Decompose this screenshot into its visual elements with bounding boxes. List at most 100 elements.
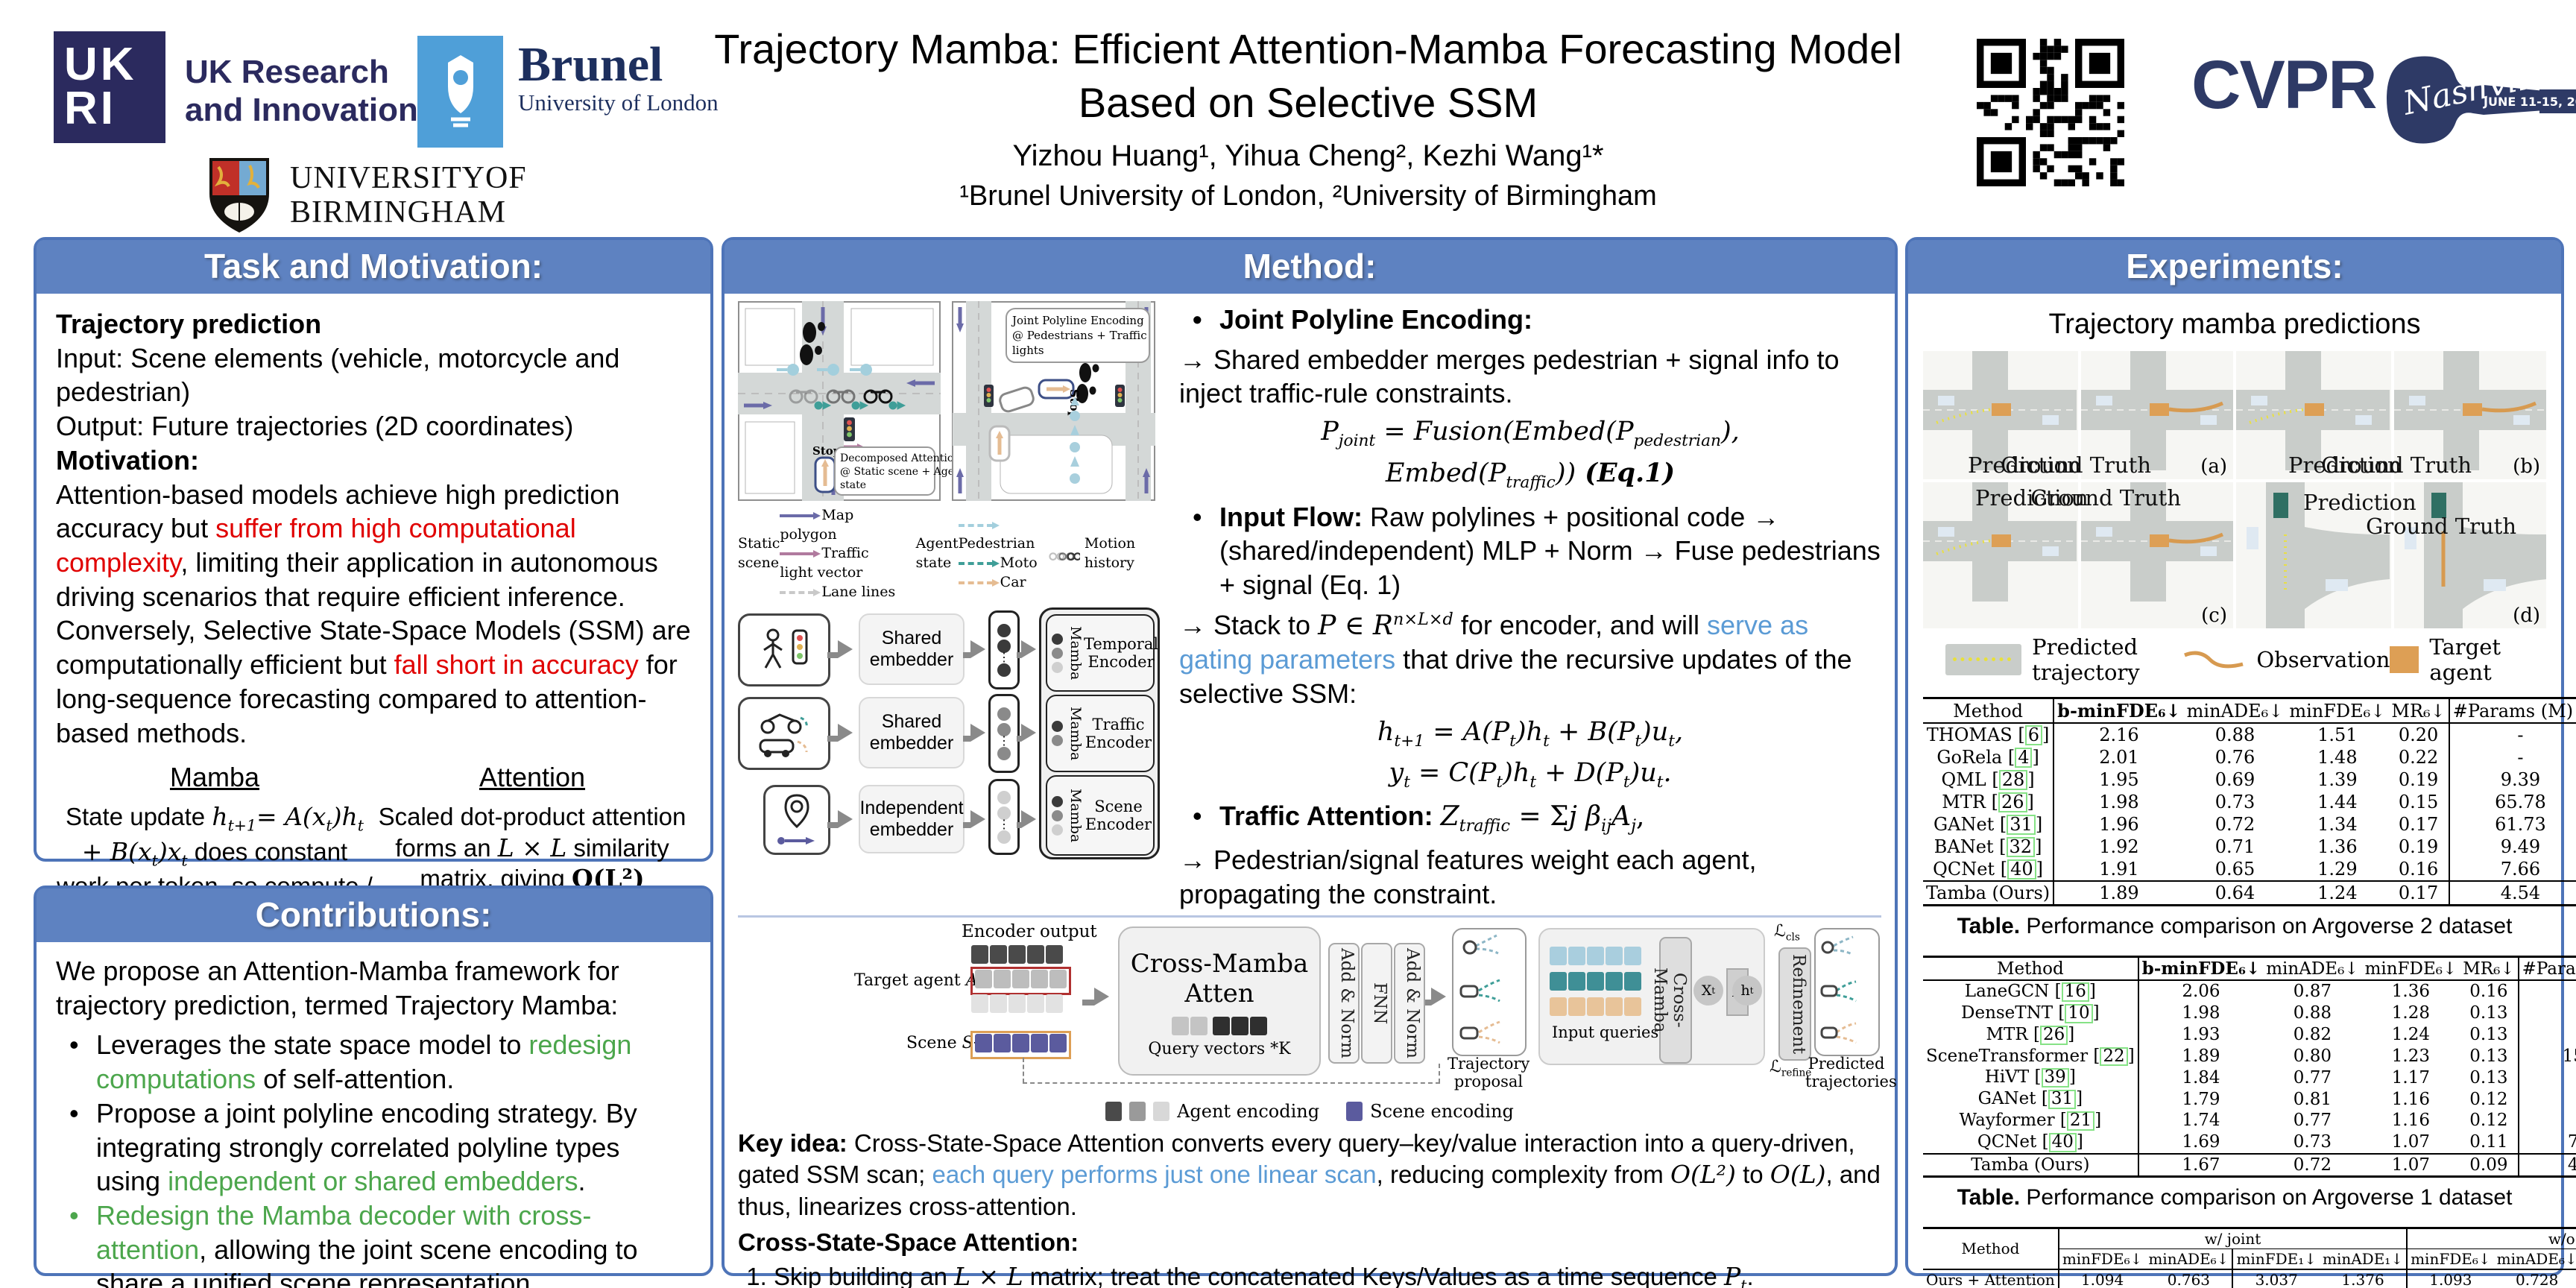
traffic-encoder-label: Traffic Encoder [1085,716,1152,752]
ukri-text-line2: and Innovation [185,91,418,128]
ssm-eq-line2: yt = C(Pt)ht + D(Pt)ut. [1389,758,1672,792]
ground-truth-label-d: Ground Truth [2366,514,2516,539]
arrow-1 [827,640,853,662]
method-panel: Method: [722,237,1898,1288]
prediction-panel-b: Prediction Ground Truth (b) [2236,351,2546,479]
birmingham-crest-icon [209,158,269,233]
panel-tag-d: (d) [2513,604,2540,627]
table-row: Ours + Attention 1.094 0.763 3.037 1.376 1.09… [1926,1269,2559,1288]
svg-text:@ Static scene + Agent: @ Static scene + Agent [840,466,965,478]
task-line2: Input: Scene elements (vehicle, motorcyc… [56,342,620,408]
table-row: QCNet [40]1.910.651.290.167.6645.3 [1923,858,2576,881]
add-norm-1: Add & Norm [1328,943,1360,1064]
predictions-figure-title: Trajectory mamba predictions [2048,309,2421,340]
footprints-icon [800,322,825,365]
cssa-title: Cross-State-Space Attention: [738,1228,1079,1256]
motion-history-group: Motion history [1049,506,1160,602]
shared-embedder-1: Shared embedder [859,613,965,686]
stack-bullet: → Stack to P ∈ Rn×L×d for encoder, and w… [1179,609,1852,710]
motivation-paragraph: Attention-based models achieve high pred… [56,479,691,748]
ground-truth-label-c: Ground Truth [2030,485,2181,511]
traffic-light-input-icon [792,629,808,665]
target-agent-legend-label: Target agent [2429,634,2501,685]
motivation-label: Motivation: [56,444,199,476]
cssa-item-1: Skip building an L × L matrix; treat the… [774,1261,1881,1288]
task-line3: Output: Future trajectories (2D coordina… [56,411,574,442]
trajectory-proposal-panel [1452,928,1527,1057]
prediction-label-a: Prediction [1968,452,2081,478]
poster-title: Trajectory Mamba: Efficient Attention-Ma… [701,22,1916,129]
traffic-attention-bullet: Traffic Attention: Ztraffic = Σj βijAj, [1187,799,1881,837]
brunel-crest-shape [447,55,473,127]
prediction-label-d: Prediction [2303,490,2416,515]
ssm-eq-line1: ht+1 = A(Pt)ht + B(Pt)ut, [1377,716,1684,751]
query-squares-light [1171,1017,1208,1039]
brunel-crest-icon [417,36,503,148]
task-motivation-header: Task and Motivation: [37,240,710,294]
joint-polyline-map: Stop Joint Polyline Encoding [952,301,1155,501]
predicted-trajectories-panel [1814,928,1880,1057]
moto-icon [760,713,808,734]
pedestrian-arrows [777,364,872,376]
motion-history-icon [1049,552,1080,561]
predicted-trajectory-label: Predicted trajectory [2032,634,2140,685]
eq1-line2: Embed(Ptraffic)) (Eq.1) [1385,458,1676,493]
input-flow-bullet: Input Flow: Raw polylines + positional c… [1187,500,1881,602]
map-vector-icon [777,837,815,845]
table-row: BANet [32]1.920.711.360.199.4911.93 [1923,836,2576,858]
mamba-label-3: Mamba [1067,789,1084,843]
scene-feedback-drop [1023,1058,1024,1084]
joint-polyline-label: Joint Polyline Encoding @ Pedestrians + … [1006,308,1150,363]
pedestrian-icon [763,628,783,669]
predicted-trajectories-icons [1820,935,1857,1044]
token-column-1: ⋮ [988,610,1020,690]
title-line2: Based on Selective SSM [1078,78,1538,126]
svg-text:lights: lights [1012,344,1044,357]
mamba-label-2: Mamba [1067,707,1084,761]
static-scene-group: Static scene Map polygon Traffic light v… [738,507,896,600]
cross-mamba-slab: Cross-Mamba [1650,937,1692,1064]
fnn: FNN [1361,943,1392,1064]
temporal-encoder-label: Temporal Encoder [1084,635,1159,672]
decomposed-attention-label: Decomposed Attention @ Static scene + Ag… [834,446,965,496]
table-row: Tamba (Ours)1.890.641.240.174.5427.3 [1923,881,2576,906]
target-agent-icon [2390,646,2419,673]
input-queries-row-2 [1549,971,1642,995]
table-row: HiVT [39]1.840.771.170.13- [1923,1067,2576,1089]
argoverse2-caption: Table. Performance comparison on Argover… [1957,914,2513,938]
svg-text:@ Pedestrians + Traffic: @ Pedestrians + Traffic [1012,329,1147,342]
argoverse1-caption: Table. Performance comparison on Argover… [1957,1184,2513,1210]
birmingham-logo: UNIVERSITYOF BIRMINGHAM [205,155,527,236]
contributions-header: Contributions: [37,888,710,942]
title-block: Trajectory Mamba: Efficient Attention-Ma… [701,22,1916,212]
intersection-figure: Stop Decomposed Attention @ Static scene… [738,301,1155,501]
arrow-5 [963,724,985,745]
cvpr-guitar-icon: Nashville JUNE 11-15, 2025 [2372,46,2576,158]
table-row: Wayformer [21]1.740.771.160.12- [1923,1110,2576,1131]
query-vectors-label: Query vectors *K [1148,1040,1291,1059]
qr-code [1977,39,2124,186]
refinement-slab: Refinement [1778,947,1811,1061]
decomposed-attention-map: Stop Decomposed Attention @ Static scene… [738,301,965,501]
scene-feedback-line [1023,1082,1440,1085]
table-row: THOMAS [6]2.160.881.510.20-- [1923,723,2576,746]
agent-state-group: Agent state Pedestrian Moto Car [916,506,1039,602]
title-line1: Trajectory Mamba: Efficient Attention-Ma… [714,25,1902,72]
arrow-2 [827,724,853,745]
encoding-legend: Agent encoding Scene encoding [738,1101,1881,1122]
moto-car-input [738,697,830,771]
table-row: QCNet [40]1.690.731.070.117.66 [1923,1131,2576,1154]
car-icons-right [988,379,1075,462]
predictions-grid: Prediction Ground Truth (a) Prediction G… [1923,351,2546,628]
agent-encoding-label: Agent encoding [1177,1101,1320,1123]
loss-refine-label: ℒrefine [1770,1058,1812,1079]
argoverse1-table: Method b-minFDE₆↓ minADE₆↓ minFDE₆↓ MR₆↓… [1923,956,2576,1178]
map-legend: Static scene Map polygon Traffic light v… [738,506,1160,602]
contribution-item-2: Propose a joint polyline encoding strate… [63,1096,691,1199]
footprints-right-icon [1076,363,1099,403]
decoder-arrow-2 [1425,988,1446,1009]
encoder-figure: Stop Decomposed Attention @ Static scene… [738,301,1160,911]
